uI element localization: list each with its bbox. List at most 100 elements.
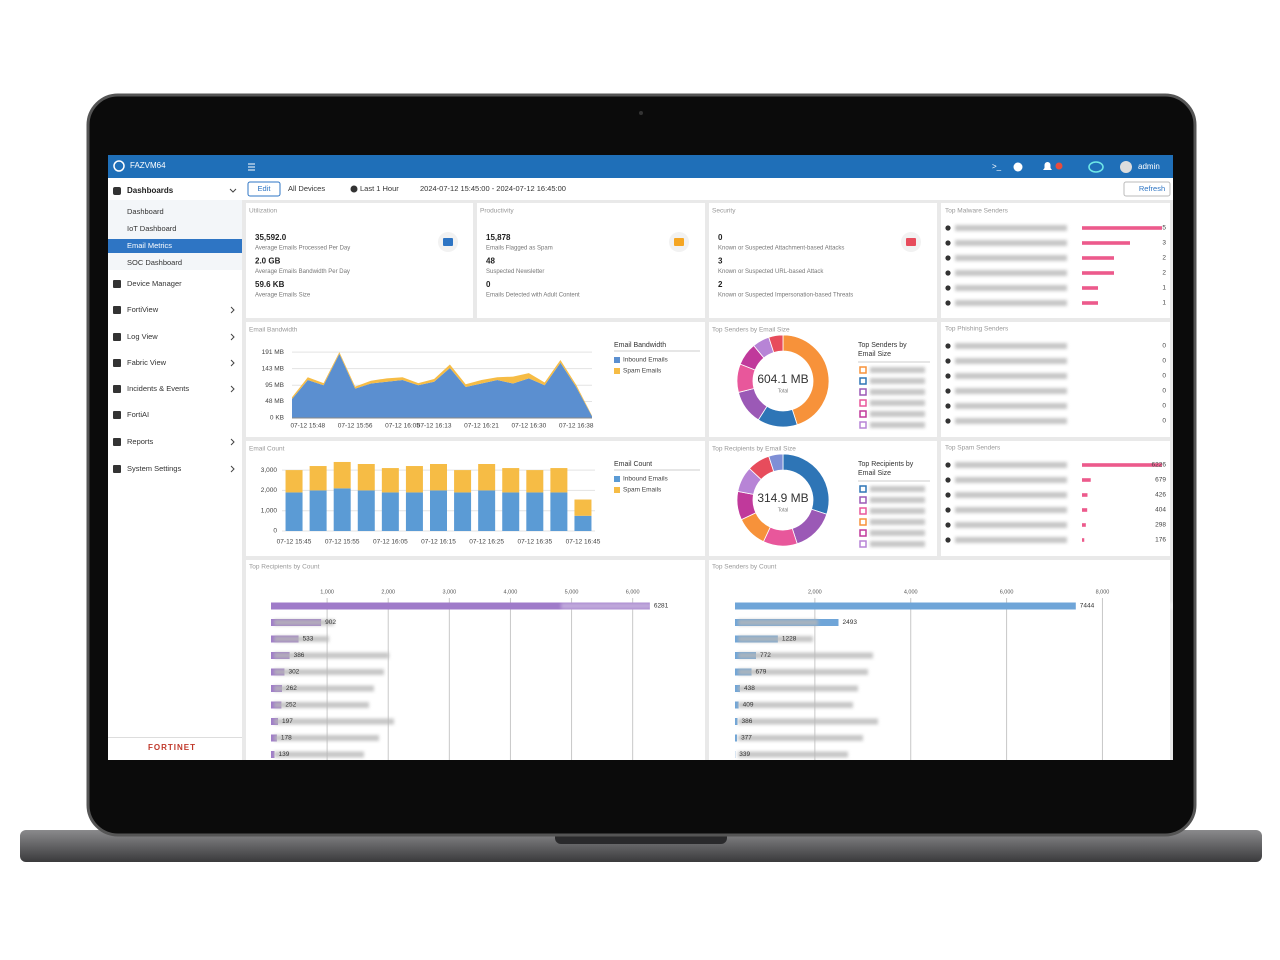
edit-button[interactable] bbox=[247, 181, 281, 197]
nav-icon bbox=[113, 280, 121, 288]
bar-value: 2 bbox=[1162, 270, 1166, 277]
stat-value: 2 bbox=[718, 280, 723, 289]
x-tick-label: 4,000 bbox=[504, 589, 518, 595]
legend-swatch bbox=[859, 529, 867, 537]
bar bbox=[1082, 226, 1162, 230]
nav-item[interactable]: FortiAI bbox=[127, 410, 149, 419]
bar-value: 404 bbox=[1155, 507, 1166, 514]
bar-value: 426 bbox=[1155, 492, 1166, 499]
nav-subitem[interactable]: IoT Dashboard bbox=[127, 224, 176, 233]
bar-value: 0 bbox=[1162, 403, 1166, 410]
x-tick-label: 07-12 15:48 bbox=[290, 423, 325, 430]
refresh-label[interactable]: Refresh bbox=[1139, 184, 1165, 193]
ai-icon[interactable] bbox=[1088, 161, 1104, 173]
nav-item[interactable]: Device Manager bbox=[127, 279, 182, 288]
donut-segment bbox=[782, 334, 830, 426]
panel-title: Top Recipients by Email Size bbox=[712, 446, 796, 453]
sender-icon bbox=[945, 462, 951, 468]
bar-value: 252 bbox=[285, 702, 296, 709]
menu-icon[interactable] bbox=[248, 163, 255, 171]
legend-swatch bbox=[859, 485, 867, 493]
redacted-label bbox=[955, 343, 1067, 349]
nav-section[interactable]: Dashboards bbox=[127, 186, 174, 195]
time-range[interactable]: Last 1 Hour bbox=[360, 184, 399, 193]
nav-subitem[interactable]: Email Metrics bbox=[127, 241, 172, 250]
legend-swatch bbox=[859, 399, 867, 407]
x-tick-label: 07-12 16:30 bbox=[511, 423, 546, 430]
bar-value: 2493 bbox=[842, 619, 857, 626]
redacted-label bbox=[870, 378, 925, 384]
avatar[interactable] bbox=[1120, 161, 1132, 173]
bar-value: 139 bbox=[278, 751, 289, 758]
x-tick-label: 07-12 16:25 bbox=[469, 539, 504, 546]
top-bar bbox=[108, 155, 1173, 178]
legend-swatch bbox=[859, 377, 867, 385]
x-tick-label: 07-12 15:55 bbox=[325, 539, 360, 546]
bar-value: 679 bbox=[1155, 477, 1166, 484]
bar-value: 679 bbox=[756, 669, 767, 676]
bar bbox=[478, 464, 496, 491]
redacted-label bbox=[274, 619, 334, 626]
sender-icon bbox=[945, 358, 951, 364]
bar-value: 772 bbox=[760, 652, 771, 659]
panel bbox=[246, 322, 705, 437]
nav-subitem[interactable]: Dashboard bbox=[127, 207, 164, 216]
nav-item[interactable]: Incidents & Events bbox=[127, 384, 189, 393]
legend-title: Email Size bbox=[858, 470, 891, 477]
bar bbox=[285, 470, 303, 493]
panel-title: Email Count bbox=[249, 446, 285, 453]
time-period: 2024-07-12 15:45:00 - 2024-07-12 16:45:0… bbox=[420, 184, 566, 193]
bar-value: 176 bbox=[1155, 537, 1166, 544]
x-tick-label: 8,000 bbox=[1096, 589, 1110, 595]
nav-item[interactable]: FortiView bbox=[127, 305, 159, 314]
nav-item[interactable]: System Settings bbox=[127, 464, 181, 473]
redacted-label bbox=[738, 669, 868, 675]
stat-value: 0 bbox=[486, 280, 491, 289]
bar-value: 1228 bbox=[782, 636, 797, 643]
x-tick-label: 1,000 bbox=[320, 589, 334, 595]
bar-value: 902 bbox=[325, 619, 336, 626]
bar-value: 7444 bbox=[1080, 603, 1095, 610]
redacted-label bbox=[738, 619, 818, 626]
redacted-label bbox=[274, 751, 364, 758]
redacted-label bbox=[955, 492, 1067, 498]
bar bbox=[735, 734, 738, 742]
redacted-label bbox=[738, 702, 853, 708]
user-name[interactable]: admin bbox=[1138, 162, 1160, 171]
bar-value: 386 bbox=[294, 652, 305, 659]
panel bbox=[941, 322, 1170, 437]
refresh-button[interactable] bbox=[1123, 181, 1171, 197]
edit-label[interactable]: Edit bbox=[258, 184, 272, 193]
stat-value: 15,878 bbox=[486, 233, 511, 242]
redacted-label bbox=[738, 636, 813, 642]
console-icon[interactable]: >_ bbox=[992, 162, 1002, 171]
redacted-label bbox=[870, 422, 925, 428]
device-filter[interactable]: All Devices bbox=[288, 184, 325, 193]
bar bbox=[271, 734, 277, 742]
bar-value: 6281 bbox=[654, 603, 669, 610]
y-tick-label: 143 MB bbox=[262, 365, 284, 372]
redacted-label bbox=[738, 718, 878, 725]
redacted-label bbox=[870, 530, 925, 536]
donut-segment bbox=[768, 453, 784, 472]
help-icon[interactable] bbox=[1013, 162, 1023, 172]
nav-item[interactable]: Fabric View bbox=[127, 358, 167, 367]
bell-icon[interactable] bbox=[1043, 162, 1052, 170]
nav-item[interactable]: Reports bbox=[127, 437, 154, 446]
nav-item[interactable]: Log View bbox=[127, 332, 158, 341]
bar-value: 0 bbox=[1162, 373, 1166, 380]
x-tick-label: 07-12 16:38 bbox=[559, 423, 594, 430]
sender-icon bbox=[945, 522, 951, 528]
legend-swatch bbox=[859, 388, 867, 396]
y-tick-label: 48 MB bbox=[265, 398, 284, 405]
bar bbox=[1082, 271, 1114, 275]
redacted-label bbox=[274, 702, 369, 708]
legend-swatch bbox=[859, 366, 867, 374]
bar bbox=[1082, 241, 1130, 245]
nav-subitem[interactable]: SOC Dashboard bbox=[127, 258, 182, 267]
sender-icon bbox=[945, 300, 951, 306]
redacted-label bbox=[274, 718, 394, 725]
bar-value: 298 bbox=[1155, 522, 1166, 529]
